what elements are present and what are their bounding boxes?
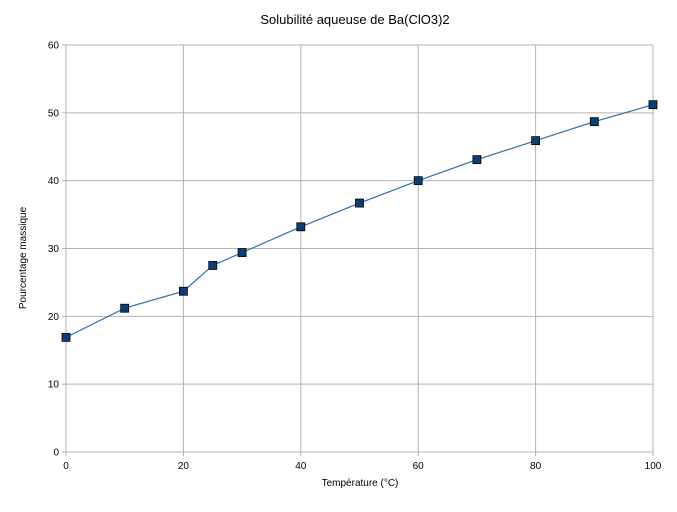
y-tick-label: 20 bbox=[48, 312, 60, 323]
x-tick-label: 80 bbox=[530, 461, 542, 472]
y-tick-label: 10 bbox=[48, 380, 60, 391]
x-tick-label: 0 bbox=[63, 461, 69, 472]
x-tick-label: 100 bbox=[645, 461, 662, 472]
data-point bbox=[589, 117, 599, 127]
data-point bbox=[208, 261, 218, 270]
data-point bbox=[472, 155, 482, 165]
y-tick-label: 40 bbox=[48, 176, 60, 187]
data-point bbox=[178, 286, 188, 296]
x-tick-label: 60 bbox=[413, 461, 425, 472]
y-axis-title: Pourcentage massique bbox=[18, 206, 29, 309]
series-line bbox=[65, 104, 654, 338]
data-point bbox=[296, 222, 306, 232]
x-axis-title: Température (°C) bbox=[322, 478, 399, 489]
series-layer bbox=[61, 100, 658, 342]
data-point bbox=[531, 136, 540, 146]
data-point bbox=[237, 248, 247, 257]
grid bbox=[65, 44, 654, 453]
data-point bbox=[413, 176, 423, 186]
x-axis-ticks: 0 20 40 60 80 100 bbox=[63, 452, 662, 472]
y-tick-label: 0 bbox=[53, 448, 59, 459]
data-point bbox=[648, 100, 658, 110]
y-tick-label: 30 bbox=[48, 244, 60, 255]
y-tick-label: 60 bbox=[48, 41, 60, 52]
data-point bbox=[355, 198, 364, 208]
x-tick-label: 20 bbox=[178, 461, 190, 472]
y-tick-label: 50 bbox=[48, 108, 60, 119]
y-axis-ticks: 0 10 20 30 40 50 60 bbox=[48, 41, 66, 459]
data-point bbox=[61, 332, 71, 342]
data-point bbox=[120, 303, 130, 313]
x-tick-label: 40 bbox=[295, 461, 307, 472]
chart-title: Solubilité aqueuse de Ba(ClO3)2 bbox=[260, 12, 449, 27]
